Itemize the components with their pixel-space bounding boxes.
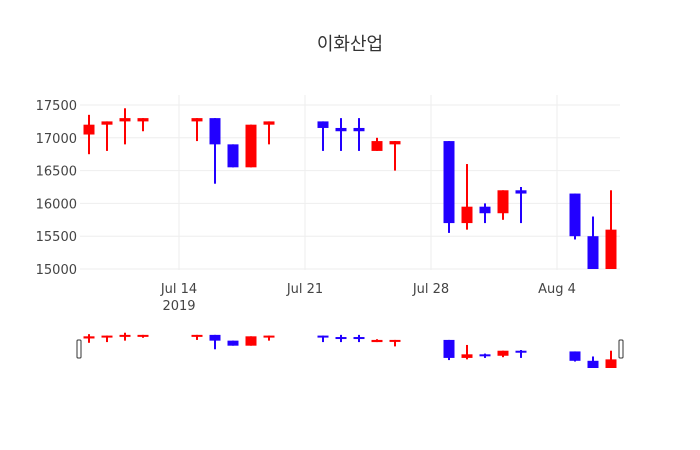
y-tick-label: 16000 xyxy=(36,197,77,212)
candle[interactable] xyxy=(101,121,113,151)
slider-candle xyxy=(605,350,617,368)
y-tick-label: 15500 xyxy=(36,230,77,245)
candle[interactable] xyxy=(587,216,599,269)
candle[interactable] xyxy=(497,190,509,220)
candle[interactable] xyxy=(371,137,383,151)
candle[interactable] xyxy=(389,141,401,171)
slider-candle xyxy=(101,335,113,343)
candle[interactable] xyxy=(119,108,131,145)
slider-candle xyxy=(119,332,131,341)
slider-candle xyxy=(353,334,365,343)
candle[interactable] xyxy=(515,187,527,224)
candle[interactable] xyxy=(209,118,221,184)
candle[interactable] xyxy=(443,141,455,233)
y-tick-label: 17000 xyxy=(36,132,77,147)
candle[interactable] xyxy=(191,118,203,142)
slider-candle xyxy=(371,339,383,343)
slider-candle xyxy=(389,339,401,347)
x-axis: Jul 14 2019 Jul 21 Jul 28 Aug 4 xyxy=(160,282,576,314)
slider-candle xyxy=(227,340,239,346)
gridlines xyxy=(80,95,620,270)
candle[interactable] xyxy=(479,203,491,224)
candle[interactable] xyxy=(317,121,329,151)
x-tick-year: 2019 xyxy=(162,299,195,314)
slider-candle xyxy=(515,350,527,358)
x-tick-label: Jul 28 xyxy=(412,282,449,297)
x-tick-label: Jul 21 xyxy=(286,282,323,297)
slider-candle xyxy=(245,336,257,346)
slider-candle xyxy=(587,356,599,368)
slider-candle xyxy=(569,351,581,362)
slider-candle xyxy=(263,335,275,341)
slider-candle xyxy=(479,353,491,358)
candle[interactable] xyxy=(353,118,365,151)
candle[interactable] xyxy=(83,114,95,155)
slider-candle xyxy=(461,344,473,360)
slider-candle xyxy=(137,334,149,338)
candle[interactable] xyxy=(569,193,581,240)
candle[interactable] xyxy=(335,118,347,151)
main-plot[interactable] xyxy=(83,108,617,269)
slider-candle xyxy=(317,335,329,343)
slider-candle xyxy=(209,334,221,350)
range-slider-right-handle[interactable] xyxy=(618,339,624,359)
y-tick-label: 16500 xyxy=(36,165,77,180)
candle[interactable] xyxy=(227,144,239,168)
candle[interactable] xyxy=(461,164,473,230)
candle[interactable] xyxy=(137,118,149,132)
x-tick-label: Aug 4 xyxy=(538,282,576,297)
chart-title: 이화산업 xyxy=(316,34,384,55)
slider-candle xyxy=(335,334,347,343)
x-tick-label: Jul 14 xyxy=(160,282,197,297)
y-tick-label: 15000 xyxy=(36,263,77,278)
candle[interactable] xyxy=(605,190,617,269)
slider-candle xyxy=(497,350,509,358)
range-slider[interactable] xyxy=(76,332,624,368)
slider-candle xyxy=(443,339,455,361)
candle[interactable] xyxy=(263,121,275,145)
y-axis: 15000 15500 16000 16500 17000 17500 xyxy=(36,99,77,278)
slider-candle xyxy=(83,334,95,343)
candle[interactable] xyxy=(245,124,257,168)
range-slider-left-handle[interactable] xyxy=(76,339,82,359)
slider-candle xyxy=(191,334,203,340)
y-tick-label: 17500 xyxy=(36,99,77,114)
